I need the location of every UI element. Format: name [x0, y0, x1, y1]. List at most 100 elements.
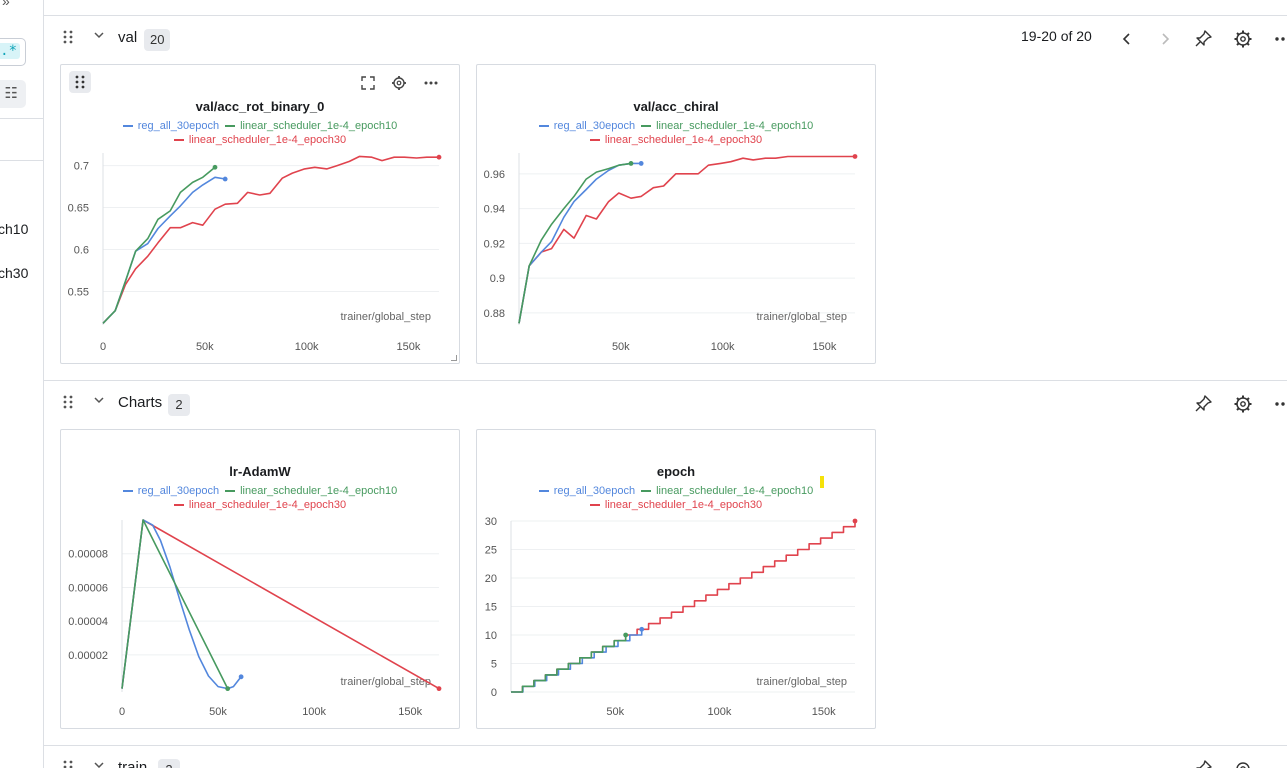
- series-end-point-c: [436, 154, 442, 160]
- pin-icon[interactable]: [1191, 392, 1215, 416]
- series-end-point-a: [238, 674, 244, 680]
- y-tick-label: 0.96: [484, 169, 505, 181]
- series-end-point-c: [436, 686, 442, 692]
- chart-panel-epoch[interactable]: epoch reg_all_30epoch linear_scheduler_1e…: [476, 429, 876, 729]
- series-line-c: [121, 519, 440, 690]
- x-tick-label: 50k: [606, 706, 624, 718]
- expand-sidebar-icon[interactable]: »: [2, 0, 10, 9]
- legend-item[interactable]: linear_scheduler_1e-4_epoch30: [173, 133, 346, 147]
- chevron-down-icon[interactable]: [92, 393, 106, 410]
- legend-item[interactable]: linear_scheduler_1e-4_epoch10: [225, 484, 397, 498]
- chart-plot[interactable]: 0.00002 0.00004 0.00006 0.00008 0 50k 100k 150k…: [61, 430, 461, 730]
- gear-icon[interactable]: [1231, 392, 1255, 416]
- chart-title: val/acc_chiral: [633, 99, 719, 114]
- section-count-badge: 20: [144, 29, 171, 51]
- pagination-label: 19-20 of 20: [1021, 28, 1092, 44]
- regex-toggle-button[interactable]: .*: [0, 38, 26, 66]
- pin-icon[interactable]: [1191, 757, 1215, 768]
- series-line-a: [102, 176, 226, 324]
- more-options-icon[interactable]: [1271, 392, 1287, 416]
- series-line-b: [121, 519, 229, 689]
- gear-icon[interactable]: [1231, 757, 1255, 768]
- x-tick-label: 100k: [295, 341, 319, 353]
- more-options-icon[interactable]: [1271, 27, 1287, 51]
- chart-legend: reg_all_30epoch linear_scheduler_1e-4_epo…: [61, 119, 459, 147]
- section-divider: [44, 15, 1287, 16]
- regex-label: .*: [0, 43, 20, 59]
- previous-page-icon[interactable]: [1115, 27, 1139, 51]
- legend-item[interactable]: linear_scheduler_1e-4_epoch30: [589, 133, 762, 147]
- fullscreen-icon[interactable]: [358, 73, 378, 93]
- legend-item[interactable]: linear_scheduler_1e-4_epoch10: [641, 119, 813, 133]
- y-tick-label: 0.94: [484, 204, 505, 216]
- x-tick-label: 100k: [711, 341, 735, 353]
- y-tick-label: 0: [491, 687, 497, 699]
- y-tick-label: 0.65: [68, 203, 89, 215]
- pin-icon[interactable]: [1191, 27, 1215, 51]
- legend-item[interactable]: linear_scheduler_1e-4_epoch30: [589, 498, 762, 512]
- y-tick-label: 0.6: [74, 244, 89, 256]
- section-count-badge: 2: [168, 394, 190, 416]
- y-tick-label: 0.00008: [68, 549, 108, 561]
- sidebar-divider: [0, 118, 43, 119]
- chevron-down-icon[interactable]: [92, 28, 106, 45]
- x-tick-label: 150k: [812, 706, 836, 718]
- series-line-b: [511, 635, 627, 693]
- section-count-badge: 2: [158, 759, 180, 768]
- x-tick-label: 50k: [209, 706, 227, 718]
- x-axis-label: trainer/global_step: [756, 676, 847, 688]
- legend-item[interactable]: reg_all_30epoch: [122, 484, 219, 498]
- chart-panel-acc-rot-binary[interactable]: val/acc_rot_binary_0 reg_all_30epoch line…: [60, 64, 460, 364]
- panel-settings-icon[interactable]: [389, 73, 409, 93]
- x-axis-label: trainer/global_step: [756, 311, 847, 323]
- highlight-marker: [820, 476, 824, 488]
- chevron-down-icon[interactable]: [92, 758, 106, 768]
- resize-handle[interactable]: [451, 355, 457, 361]
- section-divider: [44, 745, 1287, 746]
- x-tick-label: 150k: [398, 706, 422, 718]
- drag-handle-icon[interactable]: [62, 760, 74, 768]
- series-end-point-c: [852, 154, 858, 159]
- panel-more-icon[interactable]: [421, 73, 441, 93]
- drag-handle-icon[interactable]: [62, 395, 74, 409]
- legend-item[interactable]: linear_scheduler_1e-4_epoch30: [173, 498, 346, 512]
- run-name-truncated[interactable]: ch30: [0, 265, 29, 281]
- section-divider: [44, 380, 1287, 381]
- y-tick-label: 15: [485, 602, 497, 614]
- legend-item[interactable]: linear_scheduler_1e-4_epoch10: [225, 119, 397, 133]
- chart-plot[interactable]: 0.55 0.6 0.65 0.7 0 50k 100k 150k trainer/global…: [61, 65, 461, 365]
- sidebar-divider: [0, 160, 43, 161]
- series-end-point-b: [212, 164, 218, 170]
- chart-plot[interactable]: 0.88 0.9 0.92 0.94 0.96 50k 100k 150k trainer/gl…: [477, 65, 877, 365]
- series-end-point-a: [639, 626, 645, 632]
- series-line-c: [518, 155, 855, 324]
- x-tick-label: 100k: [302, 706, 326, 718]
- y-tick-label: 0.92: [484, 238, 505, 250]
- run-name-truncated[interactable]: ch10: [0, 221, 29, 237]
- next-page-icon[interactable]: [1153, 27, 1177, 51]
- legend-item[interactable]: reg_all_30epoch: [538, 484, 635, 498]
- drag-handle-icon[interactable]: [69, 71, 91, 93]
- left-sidebar: » .* ☷ ch10 ch30: [0, 0, 44, 768]
- chart-panel-acc-chiral[interactable]: val/acc_chiral reg_all_30epoch linear_sch…: [476, 64, 876, 364]
- section-header-train: train 2: [44, 750, 1287, 768]
- drag-handle-icon[interactable]: [62, 30, 74, 44]
- legend-item[interactable]: linear_scheduler_1e-4_epoch10: [641, 484, 813, 498]
- series-line-b: [102, 166, 216, 324]
- series-line-c: [102, 155, 439, 324]
- gear-icon[interactable]: [1231, 27, 1255, 51]
- section-title[interactable]: train: [118, 759, 148, 768]
- x-axis-label: trainer/global_step: [340, 676, 431, 688]
- list-view-icon[interactable]: ☷: [0, 80, 26, 108]
- y-tick-label: 0.00004: [68, 616, 108, 628]
- legend-item[interactable]: reg_all_30epoch: [538, 119, 635, 133]
- x-tick-label: 50k: [196, 341, 214, 353]
- chart-panel-lr-adamw[interactable]: lr-AdamW reg_all_30epoch linear_scheduler…: [60, 429, 460, 729]
- section-title[interactable]: val: [118, 29, 138, 46]
- x-tick-label: 50k: [612, 341, 630, 353]
- y-tick-label: 0.9: [490, 273, 505, 285]
- legend-item[interactable]: reg_all_30epoch: [122, 119, 219, 133]
- chart-plot[interactable]: 0 5 10 15 20 25 30 50k 100k 150k trainer/global_st…: [477, 430, 877, 730]
- section-title[interactable]: Charts: [118, 394, 163, 411]
- series-end-point-b: [628, 161, 634, 166]
